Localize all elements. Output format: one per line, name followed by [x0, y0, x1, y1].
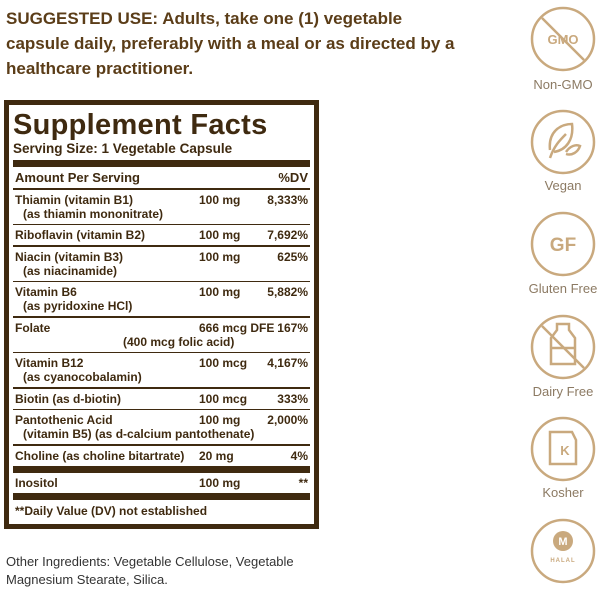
- nutrient-name: Folate: [15, 320, 51, 335]
- icon: [548, 430, 578, 466]
- divider: [13, 387, 310, 389]
- icon-text: GF: [550, 235, 576, 256]
- divider: [13, 316, 310, 318]
- footnote: **Daily Value (DV) not established: [15, 503, 208, 518]
- nutrient-row: Biotin (as d-biotin) 100 mcg 333%: [13, 389, 310, 409]
- nutrient-name: Riboflavin (vitamin B2): [15, 228, 146, 242]
- nutrient-dv: 625%: [277, 249, 308, 264]
- nutrient-row: Folate 666 mcg DFE 167% (400 mcg folic acid…: [13, 318, 310, 352]
- nutrient-name: Biotin (as d-biotin): [15, 391, 121, 406]
- serving-size: Serving Size: 1 Vegetable Capsule: [13, 141, 233, 156]
- nutrient-note: (as niacinamide): [23, 263, 118, 278]
- nutrient-row: Niacin (vitamin B3) 100 mg 625% (as niacina…: [13, 247, 310, 281]
- icon: [541, 17, 585, 61]
- header-amount: Amount Per Serving: [15, 170, 140, 185]
- suggested-use: SUGGESTED USE: Adults, take one (1) vege…: [6, 6, 456, 81]
- amount-note: (400 mcg folic acid): [123, 334, 235, 349]
- icon-text: GMO: [547, 32, 578, 47]
- badge-label: Dairy Free: [533, 384, 594, 399]
- nutrient-dv: 2,000%: [267, 413, 308, 427]
- icon: [530, 416, 596, 482]
- nutrient-name: Vitamin B12: [15, 356, 84, 370]
- nutrient-note: (as thiamin mononitrate): [23, 206, 164, 221]
- icon: [530, 211, 596, 277]
- nutrient-row: Thiamin (vitamin B1) 100 mg 8,333% (as thia…: [13, 190, 310, 224]
- nutrient-dv: 4,167%: [267, 356, 308, 370]
- icon: [548, 122, 582, 159]
- nutrient-row: Inositol 100 mg **: [13, 473, 310, 493]
- other-ingredients: Other Ingredients: Vegetable Cellulose, …: [6, 554, 294, 587]
- use-text: Adults, take one (1) vegetable capsule d…: [6, 9, 455, 78]
- divider: [13, 492, 310, 500]
- nutrient-amount: 100 mg: [199, 475, 241, 490]
- nutrient-row: Vitamin B12 100 mcg 4,167% (as cyanocobalam…: [13, 353, 310, 387]
- facts-title: Supplement Facts: [13, 109, 268, 141]
- nutrient-dv: 7,692%: [267, 228, 308, 242]
- nutrient-name: Inositol: [15, 475, 58, 490]
- nutrient-dv: 8,333%: [267, 192, 308, 207]
- facts-rows: Thiamin (vitamin B1) 100 mg 8,333% (as thia…: [13, 190, 310, 493]
- nutrient-dv: **: [298, 475, 308, 490]
- nutrient-note: (vitamin B5) (as d-calcium pantothenate): [23, 427, 255, 441]
- nutrient-dv: 4%: [290, 448, 308, 463]
- nutrient-amount: 100 mg: [199, 285, 241, 299]
- nutrient-row: Choline (as choline bitartrate) 20 mg 4%: [13, 446, 310, 466]
- nutrient-amount: 666 mcg DFE: [199, 320, 275, 335]
- badges: GMO Non-GMO Vegan GF Gluten Free Dairy F…: [529, 6, 598, 584]
- icon-text: M: [558, 536, 567, 548]
- nutrient-dv: 5,882%: [267, 285, 308, 299]
- nutrient-amount: 100 mcg: [199, 391, 248, 406]
- icon-text: HALAL: [550, 558, 575, 564]
- icon: [530, 6, 596, 72]
- nutrient-amount: 100 mg: [199, 192, 241, 207]
- icon: [553, 531, 573, 551]
- nutrient-amount: 20 mg: [199, 448, 234, 463]
- table-header: Amount Per Serving %DV: [13, 167, 310, 188]
- facts-panel: Supplement Facts Serving Size: 1 Vegetab…: [4, 100, 319, 529]
- icon: [541, 325, 585, 369]
- badge-label: Non-GMO: [533, 77, 592, 92]
- nutrient-amount: 100 mg: [199, 249, 241, 264]
- icon: [549, 322, 577, 366]
- nutrient-dv: 333%: [277, 391, 308, 406]
- icon: [530, 109, 596, 175]
- divider: [13, 444, 310, 446]
- badge-icons: GMO Non-GMO Vegan GF Gluten Free Dairy F…: [529, 6, 598, 584]
- badge-label: Kosher: [542, 485, 584, 500]
- nutrient-dv: 167%: [277, 320, 308, 335]
- nutrient-name: Vitamin B6: [15, 285, 77, 299]
- divider: [13, 351, 310, 353]
- nutrient-name: Choline (as choline bitartrate): [15, 448, 185, 463]
- badge-label: Vegan: [545, 178, 582, 193]
- icon: [530, 314, 596, 380]
- nutrient-row: Riboflavin (vitamin B2) 100 mg 7,692%: [13, 225, 310, 245]
- divider: [13, 280, 310, 282]
- divider: [13, 465, 310, 473]
- nutrient-name: Niacin (vitamin B3): [15, 249, 124, 264]
- header-dv: %DV: [278, 170, 308, 185]
- use-label: SUGGESTED USE:: [6, 9, 159, 28]
- nutrient-amount: 100 mg: [199, 413, 241, 427]
- nutrient-name: Thiamin (vitamin B1): [15, 192, 134, 207]
- icon: [530, 518, 596, 584]
- nutrient-row: Vitamin B6 100 mg 5,882% (as pyridoxine HCl…: [13, 282, 310, 316]
- nutrient-name: Pantothenic Acid: [15, 413, 113, 427]
- nutrient-note: (as pyridoxine HCl): [23, 299, 133, 313]
- divider: [13, 160, 310, 167]
- nutrient-row: Pantothenic Acid 100 mg 2,000% (vitamin B5)…: [13, 410, 310, 444]
- icon-text: K: [560, 443, 570, 458]
- nutrient-amount: 100 mcg: [199, 356, 248, 370]
- divider: [13, 408, 310, 410]
- nutrient-amount: 100 mg: [199, 228, 241, 242]
- badge-label: Gluten Free: [529, 281, 598, 296]
- divider: [13, 245, 310, 247]
- divider: [13, 188, 310, 190]
- divider: [13, 223, 310, 225]
- nutrient-note: (as cyanocobalamin): [23, 370, 142, 384]
